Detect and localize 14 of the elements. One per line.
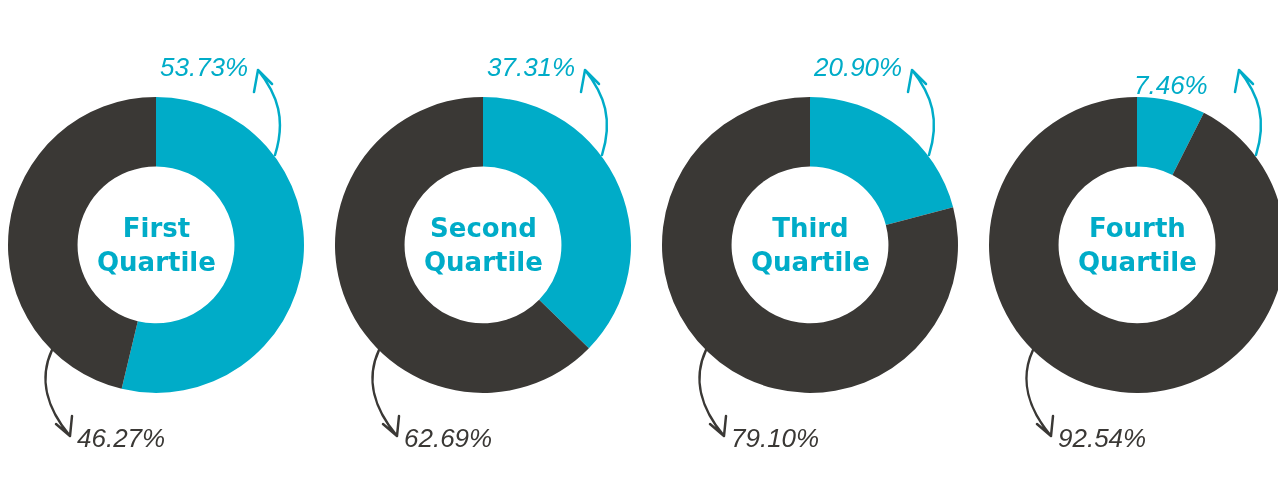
- data-label: 7.46%: [1134, 70, 1208, 100]
- text: Fourth Quartile: [1078, 213, 1197, 277]
- text: First Quartile: [97, 213, 216, 277]
- data-label: 20.90%: [813, 52, 903, 82]
- data-label: 79.10%: [731, 423, 820, 453]
- donut-slice: [335, 96, 589, 393]
- data-label: 62.69%: [404, 423, 493, 453]
- data-label: 92.54%: [1058, 423, 1147, 453]
- text: Second Quartile: [424, 213, 543, 277]
- data-label: 53.73%: [160, 52, 249, 82]
- data-label: 37.31%: [487, 52, 576, 82]
- donut-slice: [662, 96, 958, 393]
- text: Third Quartile: [751, 213, 870, 277]
- data-label: 46.27%: [77, 423, 166, 453]
